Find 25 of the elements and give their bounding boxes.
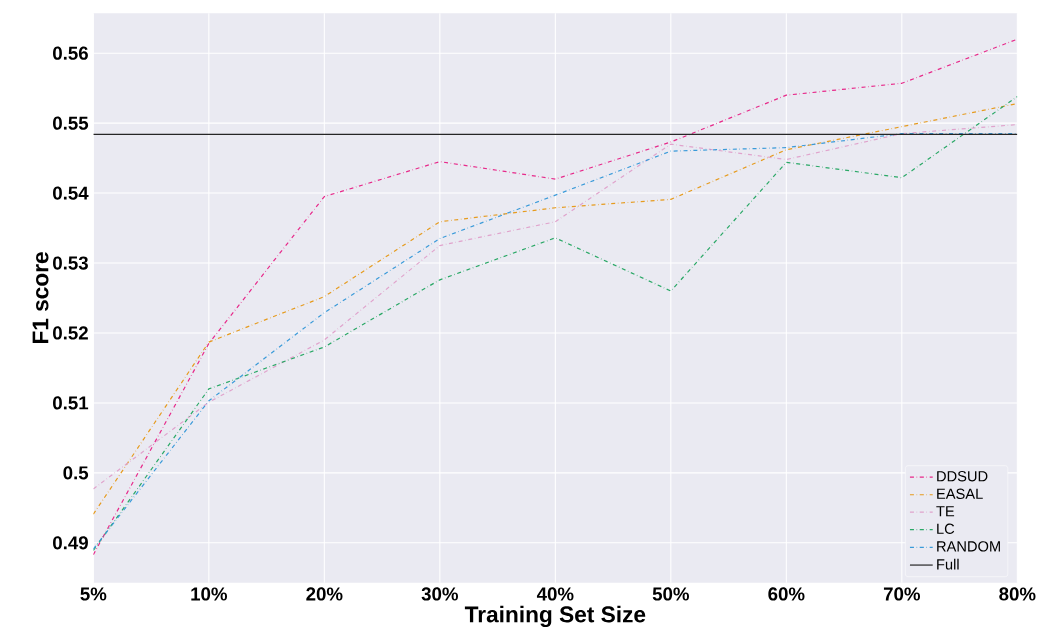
legend-label: Full <box>937 558 959 570</box>
legend-label: LC <box>937 523 955 534</box>
x-tick-label: 40% <box>536 587 574 601</box>
x-tick-label: 10% <box>191 587 228 601</box>
y-tick-label: 0.56 <box>53 46 88 60</box>
y-tick-label: 0.53 <box>53 256 88 270</box>
legend-label: RANDOM <box>937 541 1000 552</box>
y-tick-label: 0.5 <box>63 466 89 480</box>
x-axis-title: Training Set Size <box>464 605 646 628</box>
legend-label: EASAL <box>937 488 983 499</box>
x-tick-label: 70% <box>883 587 921 601</box>
x-tick-label: 50% <box>652 587 690 601</box>
y-tick-label: 0.49 <box>53 536 88 550</box>
y-tick-label: 0.51 <box>53 396 89 410</box>
y-tick-label: 0.52 <box>53 326 88 340</box>
x-tick-label: 5% <box>80 587 107 601</box>
legend-label: TE <box>936 506 955 517</box>
x-tick-label: 30% <box>421 587 459 601</box>
x-tick-label: 80% <box>999 587 1036 601</box>
legend-label: DDSUD <box>937 471 988 482</box>
y-tick-label: 0.55 <box>53 116 89 130</box>
y-axis-title: F1 score <box>32 252 49 344</box>
x-tick-label: 60% <box>768 587 805 601</box>
x-tick-label: 20% <box>306 587 343 601</box>
y-tick-label: 0.54 <box>53 186 89 200</box>
